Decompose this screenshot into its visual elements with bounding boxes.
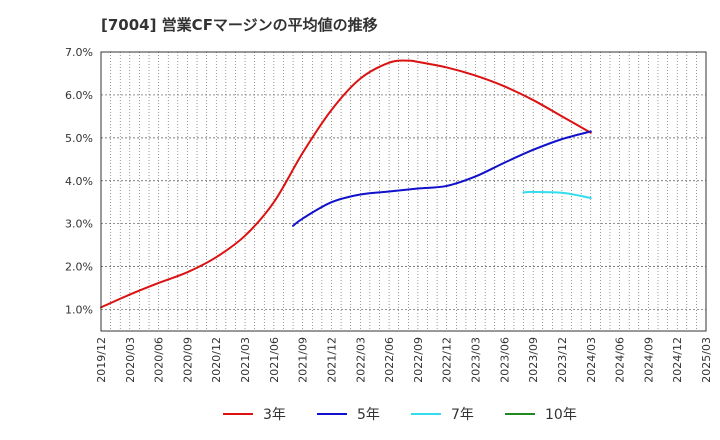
- series-line-1: [100, 59, 592, 309]
- legend-label: 3年: [263, 407, 286, 423]
- y-tick-label: 5.0%: [65, 132, 93, 145]
- x-tick-label: 2024/09: [642, 337, 655, 383]
- x-tick-label: 2022/03: [354, 337, 367, 383]
- grid-layer: [101, 51, 706, 331]
- x-tick-label: 2020/12: [210, 337, 223, 383]
- chart-title: [7004] 営業CFマージンの平均値の推移: [101, 16, 378, 34]
- x-tick-label: 2023/12: [556, 337, 569, 383]
- y-tick-label: 4.0%: [65, 175, 93, 188]
- x-tick-label: 2023/03: [470, 337, 483, 383]
- x-tick-label: 2020/06: [153, 337, 166, 383]
- x-tick-label: 2022/06: [383, 337, 396, 383]
- x-tick-label: 2024/12: [671, 337, 684, 383]
- x-tick-label: 2020/09: [181, 337, 194, 383]
- y-tick-label: 7.0%: [65, 46, 93, 59]
- x-tick-label: 2022/12: [441, 337, 454, 383]
- x-tick-label: 2024/03: [585, 337, 598, 383]
- legend-label: 5年: [357, 407, 380, 423]
- series-line-2: [292, 130, 592, 227]
- x-tick-label: 2025/03: [700, 337, 713, 383]
- x-tick-label: 2021/12: [325, 337, 338, 383]
- plot-frame: [100, 51, 707, 332]
- y-tick-label: 3.0%: [65, 218, 93, 231]
- x-tick-label: 2021/09: [297, 337, 310, 383]
- x-axis-ticks: 2019/12 2020/03 2020/06 2020/09 2020/12 2021/…: [95, 337, 713, 383]
- y-tick-label: 1.0%: [65, 304, 93, 317]
- x-tick-label: 2021/06: [268, 337, 281, 383]
- x-tick-label: 2022/09: [412, 337, 425, 383]
- y-tick-label: 2.0%: [65, 261, 93, 274]
- legend-label: 7年: [451, 407, 474, 423]
- y-tick-label: 6.0%: [65, 89, 93, 102]
- x-tick-label: 2019/12: [95, 337, 108, 383]
- legend-label: 10年: [545, 407, 577, 423]
- legend: 3年 5年 7年 10年: [223, 407, 577, 423]
- x-tick-label: 2023/09: [527, 337, 540, 383]
- x-tick-label: 2023/06: [498, 337, 511, 383]
- series-layer: [100, 59, 592, 309]
- series-line-3: [522, 190, 592, 199]
- x-tick-label: 2020/03: [124, 337, 137, 383]
- x-tick-label: 2024/06: [614, 337, 627, 383]
- y-axis-ticks: 1.0% 2.0% 3.0% 4.0% 5.0% 6.0% 7.0%: [65, 46, 93, 317]
- x-tick-label: 2021/03: [239, 337, 252, 383]
